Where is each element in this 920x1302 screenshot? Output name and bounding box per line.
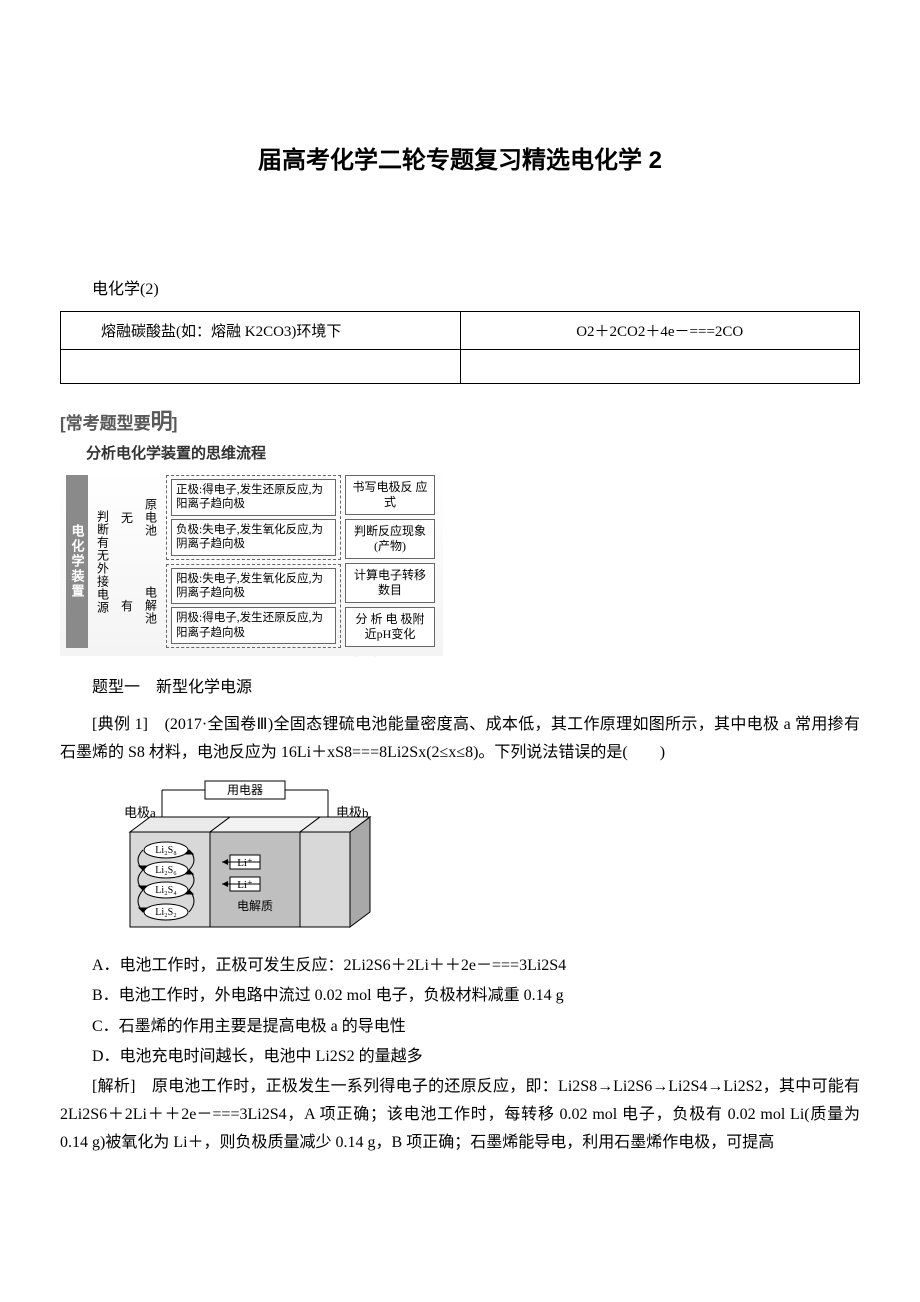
section-header-prefix: [常考题型要 [60, 414, 151, 433]
svg-text:Li₂S₄: Li₂S₄ [155, 885, 177, 896]
flow-pillar: 电化学装置 [66, 475, 88, 648]
option-a: A．电池工作时，正极可发生反应：2Li2S6＋2Li＋＋2e－===3Li2S4 [60, 951, 860, 981]
table-cell-empty [61, 350, 461, 384]
svg-text:Li₂S₂: Li₂S₂ [155, 907, 176, 918]
battery-top-label: 用电器 [227, 783, 263, 797]
example-paragraph: [典例 1] (2017·全国卷Ⅲ)全固态锂硫电池能量密度高、成本低，其工作原理… [60, 711, 860, 767]
analysis-body: 原电池工作时，正极发生一系列得电子的还原反应，即：Li2S8→Li2S6→Li2… [60, 1078, 860, 1151]
flow-type-col: 原电池 电解池 [140, 475, 162, 648]
flow-no-label: 无 [118, 509, 136, 526]
subtitle: 电化学(2) [60, 275, 860, 299]
svg-text:Li₂S₆: Li₂S₆ [155, 865, 177, 876]
section-header-text: [常考题型要明] [60, 404, 177, 436]
table-cell-right: O2＋2CO2＋4e－===2CO [460, 312, 860, 350]
flow-cell-label: 原电池 [140, 491, 162, 543]
flow-has-col: 无 有 [118, 475, 136, 648]
svg-text:Li₂S₈: Li₂S₈ [155, 845, 177, 856]
option-b: B．电池工作时，外电路中流过 0.02 mol 电子，负极材料减重 0.14 g [60, 981, 860, 1011]
flow-result-2: 判断反应现象(产物) [345, 519, 435, 559]
battery-diagram: 用电器 电极a 电极b Li₂S₈ Li₂S₆ Li₂S₄ Li₂S₂ Li⁺ [100, 777, 860, 937]
example-label: [典例 1] [92, 716, 148, 733]
option-c: C．石墨烯的作用主要是提高电极 a 的导电性 [60, 1012, 860, 1042]
battery-svg: 用电器 电极a 电极b Li₂S₈ Li₂S₆ Li₂S₄ Li₂S₂ Li⁺ [100, 777, 390, 937]
analysis-label: [解析] [92, 1078, 135, 1095]
flow-judge: 判断有无外接电源 [92, 475, 114, 648]
flow-dashgroup-top: 正极:得电子,发生还原反应,为阳离子趋向极 负极:失电子,发生氧化反应,为阴离子… [166, 475, 341, 560]
table-cell-left: 熔融碳酸盐(如：熔融 K2CO3)环境下 [61, 312, 461, 350]
flow-reaction-cathode: 阴极:得电子,发生还原反应,为阳离子趋向极 [171, 607, 336, 644]
section-header-suffix: ] [172, 414, 178, 433]
table-cell-empty [460, 350, 860, 384]
svg-text:Li⁺: Li⁺ [237, 879, 253, 891]
flow-reaction-neg: 负极:失电子,发生氧化反应,为阴离子趋向极 [171, 519, 336, 556]
flow-caption: 分析电化学装置的思维流程 [86, 442, 860, 463]
flow-yes-label: 有 [118, 597, 136, 614]
flow-diagram: 分析电化学装置的思维流程 电化学装置 判断有无外接电源 无 有 原电池 电解池 … [60, 442, 860, 663]
flow-result-1: 书写电极反 应 式 [345, 475, 435, 515]
section-header-big: 明 [151, 409, 172, 434]
flow-dashgroup-bot: 阳极:失电子,发生氧化反应,为阴离子趋向极 阴极:得电子,发生还原反应,为阳离子… [166, 564, 341, 649]
page-title: 届高考化学二轮专题复习精选电化学 2 [60, 140, 860, 175]
flow-result-col: 书写电极反 应 式 判断反应现象(产物) 计算电子转移数目 分 析 电 极附近p… [345, 475, 435, 648]
flow-electro-label: 电解池 [140, 580, 162, 632]
flow-reaction-col: 正极:得电子,发生还原反应,为阳离子趋向极 负极:失电子,发生氧化反应,为阴离子… [166, 475, 341, 648]
svg-text:Li⁺: Li⁺ [237, 857, 253, 869]
question-type: 题型一 新型化学电源 [60, 673, 860, 697]
table-row [61, 350, 860, 384]
flow-reaction-pos: 正极:得电子,发生还原反应,为阳离子趋向极 [171, 479, 336, 516]
example-source: (2017·全国卷Ⅲ) [165, 716, 274, 733]
flow-result-3: 计算电子转移数目 [345, 563, 435, 603]
flow-reaction-anode: 阳极:失电子,发生氧化反应,为阴离子趋向极 [171, 568, 336, 605]
analysis-paragraph: [解析] 原电池工作时，正极发生一系列得电子的还原反应，即：Li2S8→Li2S… [60, 1073, 860, 1157]
table-row: 熔融碳酸盐(如：熔融 K2CO3)环境下 O2＋2CO2＋4e－===2CO [61, 312, 860, 350]
section-header: [常考题型要明] [60, 404, 860, 436]
reaction-table: 熔融碳酸盐(如：熔融 K2CO3)环境下 O2＋2CO2＋4e－===2CO [60, 311, 860, 384]
option-d: D．电池充电时间越长，电池中 Li2S2 的量越多 [60, 1042, 860, 1072]
svg-text:电解质: 电解质 [237, 899, 273, 913]
flow-result-4: 分 析 电 极附近pH变化 [345, 607, 435, 647]
